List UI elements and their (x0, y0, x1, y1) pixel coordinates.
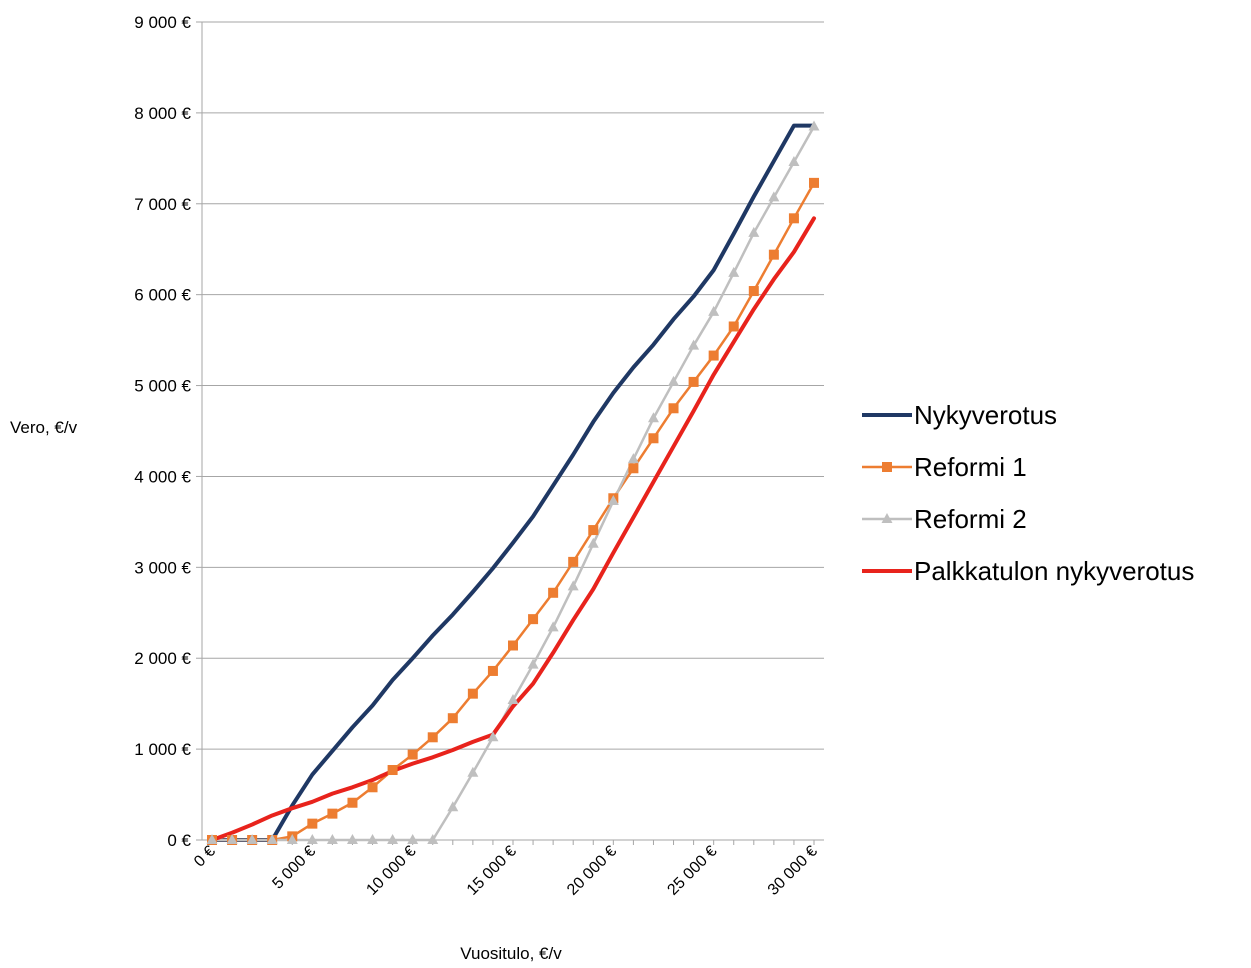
data-point-square (508, 640, 518, 651)
legend-swatch-marker (882, 462, 892, 472)
data-point-triangle (527, 658, 539, 669)
data-point-triangle (607, 494, 619, 505)
legend-label: Reformi 1 (914, 452, 1027, 482)
data-point-square (688, 376, 699, 387)
y-tick-label: 3 000 € (134, 558, 191, 577)
data-point-square (548, 587, 559, 598)
y-tick-label: 6 000 € (134, 286, 191, 305)
data-point-triangle (346, 834, 358, 844)
data-point-square (487, 665, 498, 676)
data-point-triangle (547, 621, 559, 632)
data-point-square (728, 321, 739, 332)
x-tick-labels: 0 € 5 000 € 10 000 € 15 000 € 20 000 € 25 000… (191, 843, 821, 899)
data-point-triangle (427, 834, 439, 844)
y-tick-label: 1 000 € (134, 740, 191, 759)
data-point-triangle (266, 834, 278, 844)
data-point-square (327, 808, 338, 819)
data-point-triangle (748, 226, 760, 237)
data-point-triangle (688, 339, 700, 350)
legend-label: Palkkatulon nykyverotus (914, 556, 1194, 586)
data-point-square (628, 463, 639, 474)
gridlines (202, 21, 824, 750)
data-point-square (788, 213, 799, 224)
x-tick-label: 20 000 € (564, 843, 620, 899)
data-point-square (528, 614, 539, 625)
data-point-triangle (467, 766, 479, 777)
y-tick-label: 7 000 € (134, 195, 191, 214)
data-point-square (407, 749, 418, 760)
data-point-triangle (788, 155, 800, 166)
data-point-square (427, 732, 438, 743)
data-point-triangle (768, 191, 780, 202)
data-point-triangle (246, 834, 258, 844)
x-tick-label: 10 000 € (363, 843, 419, 899)
y-tick-label: 0 € (167, 831, 191, 850)
data-point-square (708, 350, 719, 361)
data-point-triangle (627, 453, 639, 464)
x-tick-label: 5 000 € (269, 843, 319, 893)
x-tick-label: 25 000 € (664, 843, 720, 899)
data-point-square (347, 797, 358, 808)
legend-label: Reformi 2 (914, 504, 1027, 534)
series-line-1 (210, 181, 816, 842)
data-point-triangle (647, 412, 659, 423)
y-tick-label: 8 000 € (134, 104, 191, 123)
data-point-triangle (306, 834, 318, 844)
data-point-square (307, 818, 318, 829)
legend-label: Nykyverotus (914, 400, 1057, 430)
x-axis-title: Vuositulo, €/v (460, 944, 562, 963)
x-tick-label: 15 000 € (464, 843, 520, 899)
axes (196, 21, 824, 845)
y-axis-title: Vero, €/v (10, 418, 78, 437)
data-point-triangle (206, 834, 218, 844)
series-lines (210, 123, 816, 842)
data-point-square (568, 556, 579, 567)
data-point-triangle (326, 834, 338, 844)
data-point-triangle (387, 834, 399, 844)
legend: Nykyverotus Reformi 1 Reformi 2 Palkkatulon… (862, 400, 1194, 586)
data-point-square (467, 688, 478, 699)
x-tick-label: 30 000 € (765, 843, 821, 899)
x-tick-label: 0 € (191, 843, 219, 871)
data-point-triangle (226, 834, 238, 844)
data-point-square (648, 433, 659, 444)
data-point-triangle (808, 120, 820, 131)
data-point-triangle (487, 731, 499, 742)
data-point-square (367, 782, 378, 793)
y-tick-label: 5 000 € (134, 377, 191, 396)
data-point-square (668, 403, 679, 414)
data-point-square (809, 177, 819, 188)
data-point-square (447, 713, 458, 724)
series-markers (206, 120, 820, 845)
data-point-square (768, 249, 779, 260)
y-tick-label: 4 000 € (134, 467, 191, 486)
data-point-triangle (286, 834, 298, 844)
data-point-triangle (587, 537, 599, 548)
data-point-triangle (407, 834, 419, 844)
data-point-triangle (668, 375, 680, 386)
data-point-triangle (728, 266, 740, 277)
series-line-3 (210, 216, 816, 842)
data-point-square (588, 525, 599, 536)
data-point-triangle (708, 305, 720, 316)
series-line-0 (210, 123, 816, 842)
y-tick-label: 9 000 € (134, 13, 191, 32)
data-point-triangle (567, 580, 579, 591)
data-point-square (387, 765, 398, 776)
series-line-2 (210, 125, 816, 842)
data-point-triangle (507, 694, 519, 705)
y-tick-labels: 0 € 1 000 € 2 000 € 3 000 € 4 000 € 5 000 € 6 … (134, 13, 191, 850)
legend-swatch-marker (881, 513, 893, 523)
data-point-square (748, 286, 759, 297)
data-point-triangle (447, 801, 459, 812)
y-tick-label: 2 000 € (134, 649, 191, 668)
data-point-triangle (367, 834, 379, 844)
